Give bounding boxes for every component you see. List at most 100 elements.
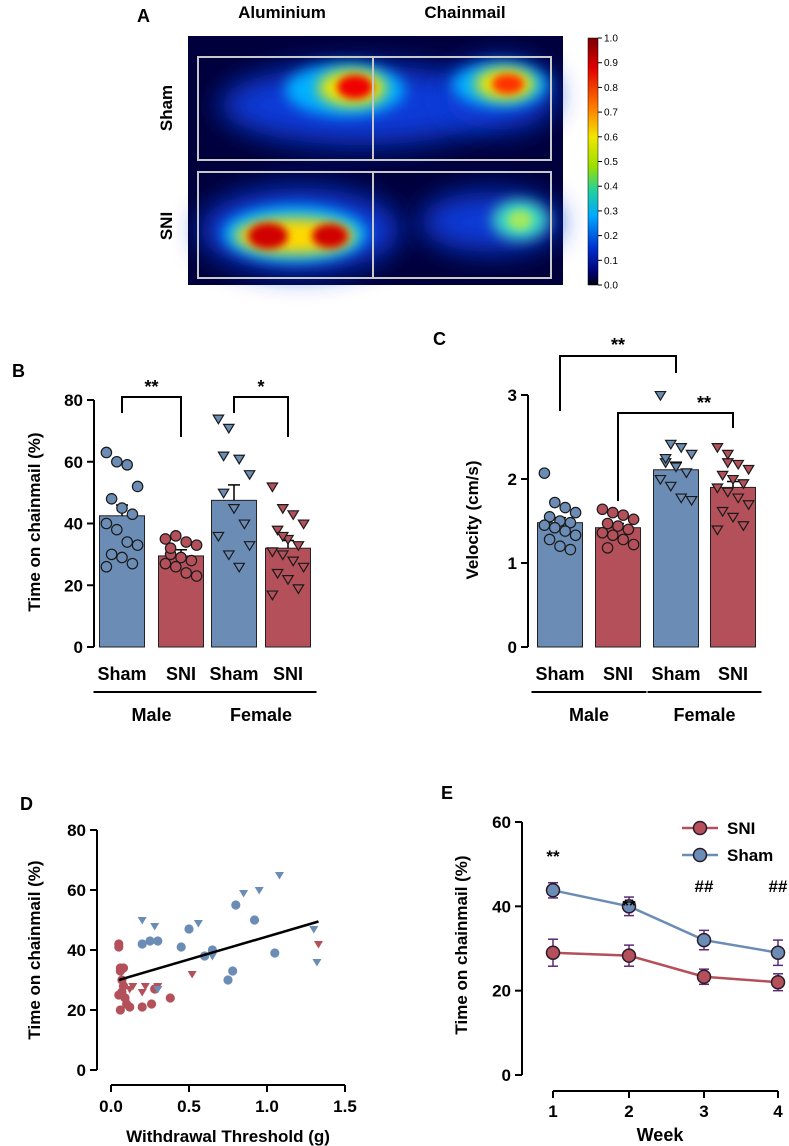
y-tick-label: 80: [67, 821, 86, 840]
y-tick-label: 80: [64, 391, 83, 410]
scatter-point: [249, 915, 260, 925]
colorbar-tick-label: 0.8: [604, 83, 618, 94]
data-point: [292, 584, 305, 595]
scatter-point: [145, 936, 155, 946]
data-point: [111, 523, 123, 536]
scatter-point: [114, 942, 124, 952]
y-tick-label: 40: [492, 897, 511, 916]
colorbar-tick-label: 0.7: [604, 108, 618, 119]
y-axis-label: Velocity (cm/s): [463, 460, 482, 579]
scatter-point: [270, 948, 280, 958]
data-point: [121, 459, 133, 471]
data-point: [737, 521, 750, 532]
data-point: [131, 539, 144, 551]
y-tick-label: 20: [64, 576, 83, 595]
series-point-sni: [696, 969, 712, 985]
data-point: [243, 470, 256, 481]
group-label: Female: [673, 705, 735, 725]
heatmap-blobs: [200, 60, 560, 272]
bar-sham: [99, 515, 145, 648]
chart-b: 0 20 40 60 80 Time on chainmail (%) Sham SNI Sha…: [25, 377, 317, 725]
significance-label: **: [546, 847, 560, 866]
scatter-point: [115, 966, 125, 976]
panel-c-letter: C: [433, 329, 446, 349]
scatter-point: [193, 920, 203, 928]
legend-label: Sham: [727, 846, 773, 865]
data-point: [711, 443, 724, 454]
x-category-label: Sham: [97, 664, 146, 684]
y-tick-label: 60: [492, 813, 511, 832]
data-point: [716, 506, 729, 518]
data-point: [232, 454, 246, 465]
significance-bracket: [617, 412, 734, 501]
series-point-sham: [621, 899, 637, 914]
scatter-point: [117, 987, 127, 997]
data-point: [116, 551, 128, 564]
y-axis-label: Time on chainmail (%): [452, 855, 471, 1034]
y-tick-label: 0: [77, 1061, 86, 1080]
bar-sham: [211, 499, 257, 648]
scatter-point: [125, 1002, 135, 1012]
significance-label: ##: [695, 877, 714, 896]
significance-label: *: [257, 377, 264, 397]
row-label-sni: SNI: [157, 212, 176, 240]
y-axis-label: Time on chainmail (%): [25, 432, 44, 611]
colorbar-tick-label: 0.6: [604, 132, 618, 143]
scatter-point: [313, 941, 323, 949]
data-point: [159, 557, 172, 570]
chart-e: 0 20 40 60 1 2 3 4 Time on chainmail (%) Week ** **…: [452, 813, 788, 1145]
data-point: [543, 533, 556, 546]
y-tick-label: 0: [502, 1066, 511, 1085]
series-point-sham: [770, 945, 786, 960]
data-point: [726, 512, 740, 524]
data-point: [716, 470, 729, 482]
data-point: [564, 543, 577, 556]
x-tick-label: 0.0: [99, 1097, 123, 1116]
significance-bracket: [559, 355, 677, 411]
data-point: [175, 551, 187, 564]
col-label-chainmail: Chainmail: [424, 3, 505, 22]
significance-label: **: [611, 335, 625, 355]
panel-a-letter: A: [137, 6, 150, 26]
significance-label: **: [144, 377, 158, 397]
scatter-point: [165, 993, 175, 1003]
data-point: [721, 487, 735, 498]
data-point: [711, 525, 724, 536]
data-point: [627, 538, 640, 551]
x-tick-label: 1.0: [255, 1097, 279, 1116]
legend-marker: [692, 847, 708, 863]
data-point: [126, 508, 139, 521]
data-point: [622, 523, 635, 536]
data-point: [292, 541, 305, 552]
scatter-point: [115, 1005, 125, 1015]
x-category-label: SNI: [603, 664, 633, 684]
data-point: [569, 506, 582, 519]
data-point: [100, 517, 113, 530]
y-tick-label: 60: [64, 453, 83, 472]
data-point: [159, 533, 172, 545]
data-point: [601, 542, 614, 554]
data-point: [170, 560, 182, 573]
heat-sni-aluminium-peak-right: [312, 224, 348, 248]
scatter-point: [187, 971, 197, 979]
scatter-point: [137, 1002, 147, 1012]
data-point: [276, 531, 290, 543]
scatter-point: [254, 887, 264, 895]
x-axis-label: Week: [637, 1125, 685, 1145]
data-point: [606, 529, 619, 542]
data-point: [538, 519, 551, 531]
data-point: [212, 414, 225, 425]
data-point: [569, 529, 582, 542]
data-point: [217, 451, 230, 462]
data-point: [654, 474, 667, 486]
heat-sni-chainmail-peak: [508, 210, 532, 230]
data-point: [180, 536, 192, 548]
colorbar-ticks: 1.0 0.9 0.8 0.7 0.6 0.5 0.4 0.3 0.2 0.1 0.0: [598, 34, 618, 292]
scatter-point: [309, 926, 319, 934]
data-point: [222, 550, 236, 561]
y-tick-label: 40: [67, 941, 86, 960]
x-tick-label: 4: [773, 1102, 783, 1121]
series-point-sham: [696, 932, 712, 948]
panel-b-letter: B: [12, 361, 25, 381]
scatter-point: [128, 983, 138, 991]
